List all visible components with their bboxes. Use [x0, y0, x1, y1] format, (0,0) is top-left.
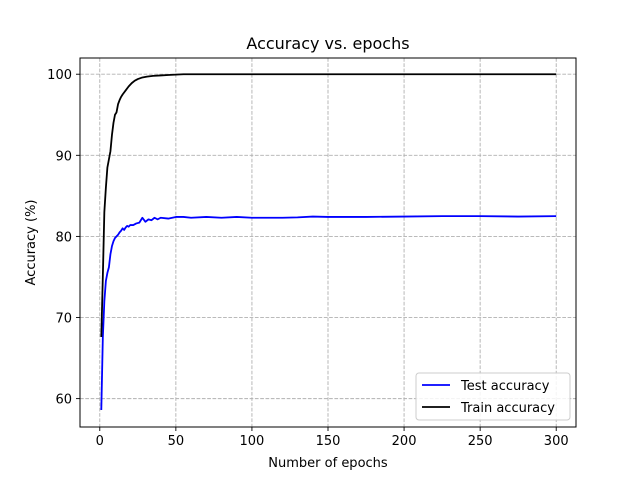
x-tick-label: 100 — [240, 434, 265, 449]
legend-box — [415, 372, 571, 421]
y-tick-label: 90 — [55, 149, 72, 164]
series-line-test-accuracy — [100, 215, 557, 410]
y-tick-label: 70 — [55, 312, 72, 327]
legend-label-train: Train accuracy — [460, 401, 555, 416]
x-tick-label: 200 — [392, 434, 417, 449]
grid — [80, 58, 576, 427]
y-tick-label: 60 — [55, 393, 72, 408]
series-line-train-accuracy — [100, 73, 557, 338]
x-tick-label: 0 — [96, 434, 104, 449]
x-tick-label: 50 — [168, 434, 185, 449]
x-tick-label: 250 — [468, 434, 493, 449]
ticks: 0 50 100 150 200 250 300 60 70 80 90 100 — [47, 68, 568, 449]
y-tick-label: 80 — [55, 230, 72, 245]
y-axis-label: Accuracy (%) — [24, 200, 39, 286]
x-tick-label: 150 — [316, 434, 341, 449]
legend: Test accuracy Train accuracy — [415, 372, 571, 421]
chart-title: Accuracy vs. epochs — [246, 34, 409, 53]
x-tick-label: 300 — [544, 434, 569, 449]
x-axis-label: Number of epochs — [268, 456, 388, 471]
y-tick-label: 100 — [47, 68, 72, 83]
legend-label-test: Test accuracy — [460, 379, 550, 394]
series-lines — [100, 73, 557, 410]
